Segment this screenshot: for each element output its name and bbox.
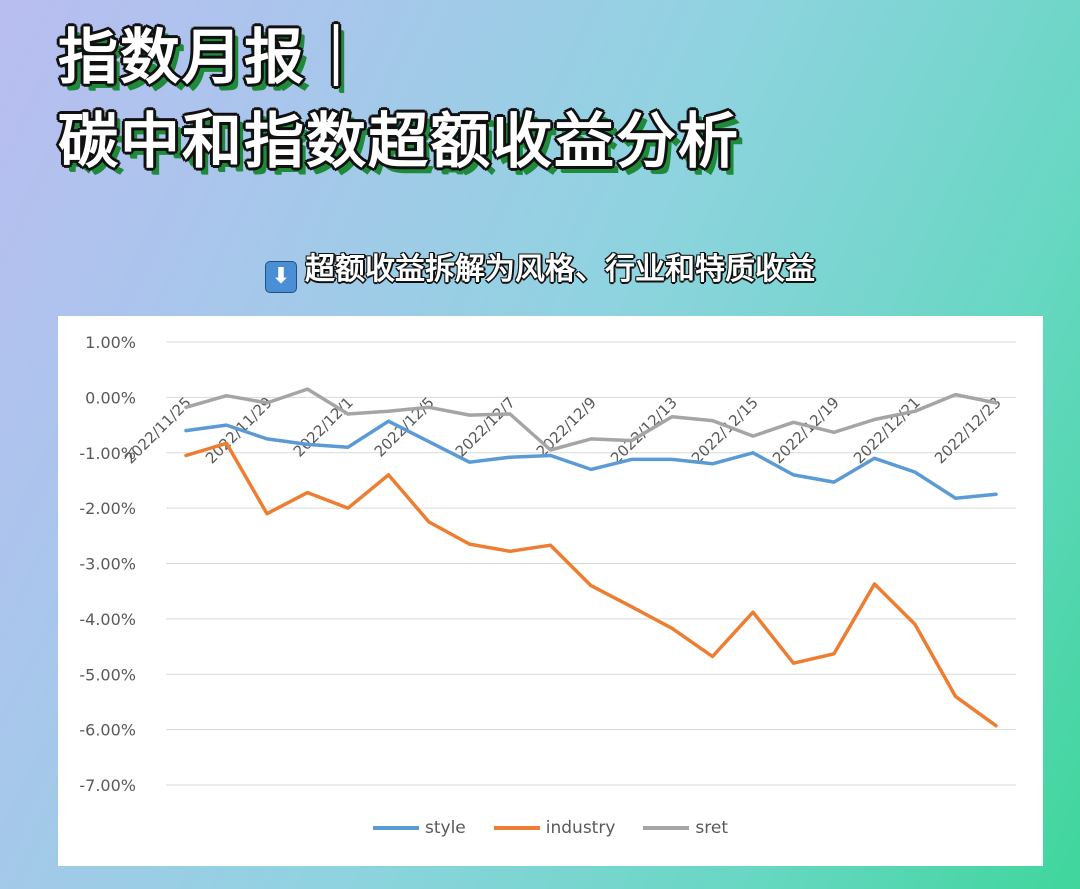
series-line-sret bbox=[184, 387, 998, 452]
page-title-line2: 碳中和指数超额收益分析 bbox=[58, 107, 740, 177]
y-tick-label: 0.00% bbox=[85, 388, 136, 407]
legend-swatch bbox=[643, 826, 690, 830]
legend-item-sret: sret bbox=[643, 818, 728, 838]
y-tick-label: 1.00% bbox=[85, 333, 136, 352]
y-tick-label: -4.00% bbox=[79, 610, 136, 629]
series-line-style bbox=[184, 419, 998, 500]
legend-label: style bbox=[424, 818, 466, 838]
x-tick-label: 2022/12/1 bbox=[290, 393, 357, 460]
down-arrow-icon: ⬇ bbox=[265, 261, 297, 293]
y-tick-label: -1.00% bbox=[79, 444, 136, 463]
y-tick-label: -7.00% bbox=[79, 776, 136, 795]
page-title-line1: 指数月报｜ bbox=[58, 23, 368, 93]
x-tick-label: 2022/12/7 bbox=[452, 393, 519, 460]
legend-item-industry: industry bbox=[493, 818, 616, 838]
legend-swatch bbox=[372, 826, 419, 830]
legend-swatch bbox=[493, 826, 540, 830]
y-tick-label: -2.00% bbox=[79, 499, 136, 518]
x-tick-label: 2022/12/15 bbox=[688, 393, 762, 467]
y-tick-label: -6.00% bbox=[79, 721, 136, 740]
x-tick-label: 2022/12/21 bbox=[850, 393, 924, 467]
x-tick-label: 2022/12/23 bbox=[931, 393, 1005, 467]
chart-legend: style industry sret bbox=[58, 818, 1043, 838]
line-chart: 1.00% 0.00% -1.00% -2.00% -3.00% -4.00% -5.00%… bbox=[79, 333, 1016, 795]
x-tick-label: 2022/12/9 bbox=[533, 393, 600, 460]
y-tick-label: -5.00% bbox=[79, 665, 136, 684]
chart-subtitle: ⬇ 超额收益拆解为风格、行业和特质收益 bbox=[0, 244, 1080, 293]
chart-card: 1.00% 0.00% -1.00% -2.00% -3.00% -4.00% -5.00%… bbox=[58, 316, 1043, 866]
legend-label: industry bbox=[545, 818, 616, 838]
subtitle-text: 超额收益拆解为风格、行业和特质收益 bbox=[305, 252, 815, 287]
series-line-industry bbox=[184, 441, 998, 728]
legend-item-style: style bbox=[372, 818, 466, 838]
x-tick-label: 2022/12/13 bbox=[607, 393, 681, 467]
y-tick-label: -3.00% bbox=[79, 555, 136, 574]
legend-label: sret bbox=[695, 818, 728, 838]
